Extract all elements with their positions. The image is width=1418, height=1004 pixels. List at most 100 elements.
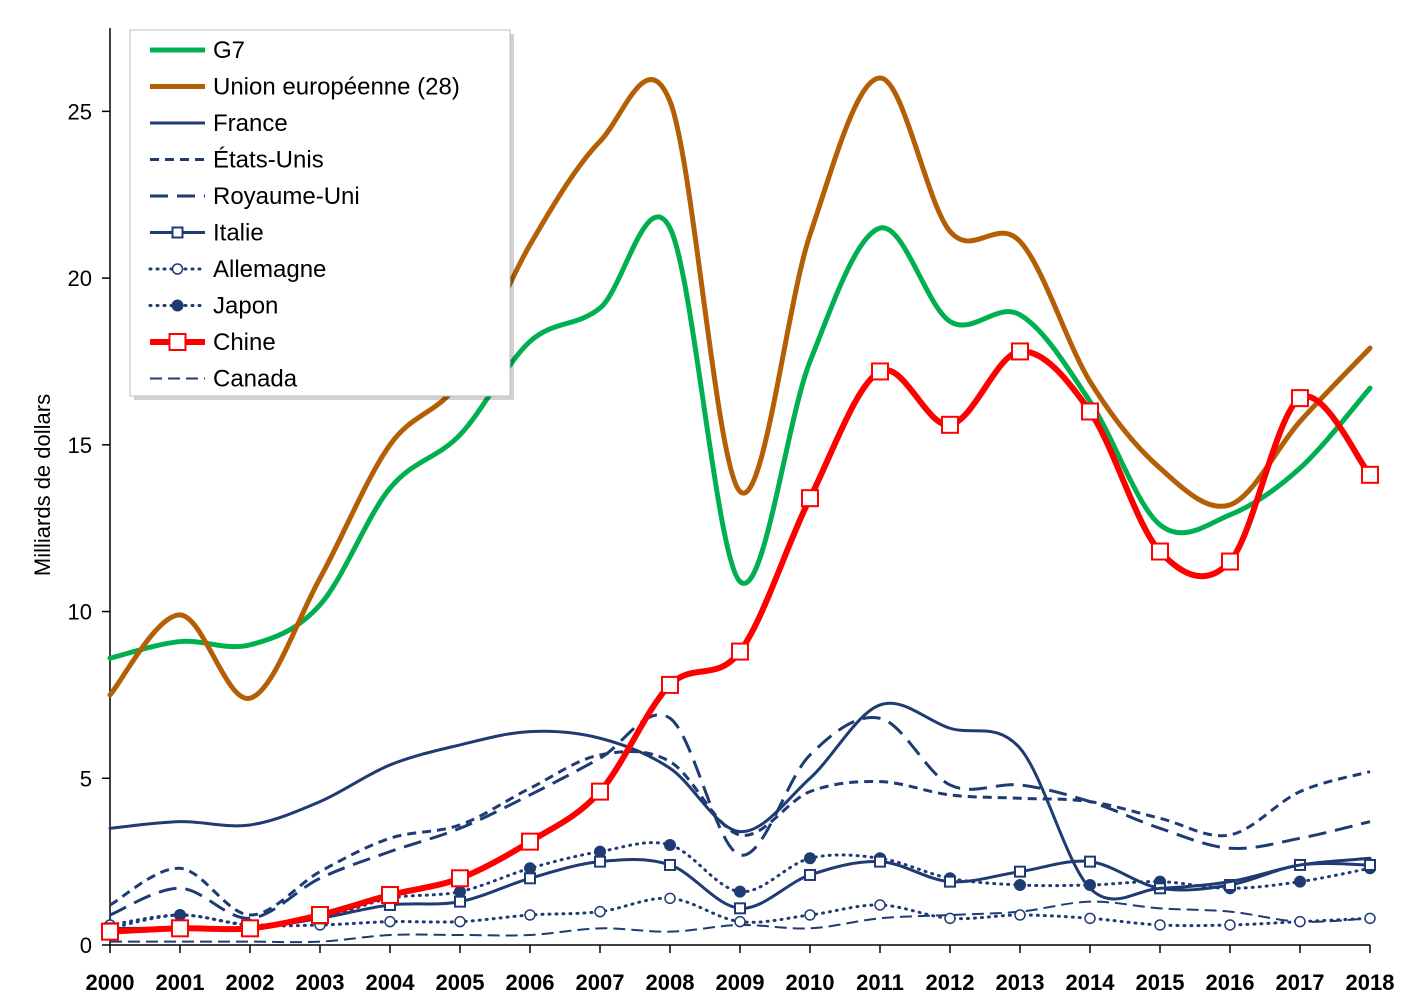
- y-axis-label: Milliards de dollars: [30, 394, 55, 576]
- legend-item: Royaume-Uni: [150, 183, 360, 210]
- data-point-italie: [1224, 878, 1236, 891]
- x-tick-label: 2006: [506, 970, 555, 995]
- legend-label: G7: [213, 37, 245, 64]
- series-etats-unis: [109, 749, 1371, 917]
- data-point-chine: [1291, 389, 1309, 408]
- data-point-chine: [381, 885, 399, 904]
- legend-label: États-Unis: [213, 147, 324, 174]
- data-point-allemagne: [594, 905, 606, 918]
- data-point-chine: [101, 922, 119, 941]
- data-point-chine: [941, 415, 959, 434]
- legend-marker: [168, 333, 187, 351]
- legend-marker: [171, 299, 184, 312]
- legend-item: France: [150, 110, 288, 137]
- legend-item: Italie: [150, 220, 264, 247]
- legend-label: Chine: [213, 329, 276, 356]
- x-tick-label: 2012: [926, 970, 975, 995]
- y-tick-label: 5: [80, 766, 92, 791]
- series-line-g7: [107, 214, 1373, 661]
- legend-item: Chine: [150, 329, 276, 356]
- data-point-allemagne: [1014, 909, 1026, 921]
- data-point-allemagne: [1224, 919, 1236, 931]
- series-line-japon: [108, 841, 1372, 930]
- data-point-japon: [1084, 878, 1096, 891]
- series-union-europeenne-28: [107, 75, 1373, 701]
- data-point-chine: [1361, 465, 1379, 484]
- series-chine: [101, 342, 1379, 941]
- data-point-chine: [731, 642, 749, 661]
- data-point-chine: [241, 919, 259, 938]
- series-france: [108, 701, 1372, 901]
- data-point-japon: [734, 885, 746, 898]
- data-point-japon: [804, 852, 816, 865]
- x-tick-label: 2003: [296, 970, 345, 995]
- legend-item: G7: [150, 37, 245, 64]
- x-tick-label: 2000: [86, 970, 135, 995]
- x-tick-label: 2007: [576, 970, 625, 995]
- series-line-etats-unis: [109, 749, 1371, 917]
- data-point-italie: [664, 858, 676, 871]
- x-tick-label: 2004: [366, 970, 416, 995]
- series-line-union-europeenne-28: [107, 75, 1373, 701]
- data-point-italie: [944, 875, 956, 888]
- x-tick-label: 2001: [156, 970, 205, 995]
- x-tick-label: 2015: [1136, 970, 1185, 995]
- data-point-chine: [311, 905, 329, 924]
- x-tick-label: 2017: [1276, 970, 1325, 995]
- x-tick-label: 2009: [716, 970, 765, 995]
- x-tick-label: 2018: [1346, 970, 1395, 995]
- data-point-allemagne: [1084, 912, 1096, 925]
- data-point-chine: [871, 362, 889, 381]
- legend-label: Union européenne (28): [213, 74, 460, 101]
- data-point-chine: [171, 919, 189, 938]
- data-point-italie: [524, 872, 536, 885]
- data-point-chine: [801, 489, 819, 508]
- series-line-france: [108, 701, 1372, 901]
- series-layer: [101, 75, 1379, 944]
- data-point-japon: [454, 885, 466, 898]
- series-line-chine: [107, 348, 1373, 935]
- data-point-allemagne: [664, 892, 676, 905]
- data-point-chine: [521, 832, 539, 851]
- data-point-japon: [524, 862, 536, 875]
- legend-label: Japon: [213, 293, 278, 320]
- legend-item: Japon: [148, 293, 278, 320]
- legend-item: Canada: [150, 366, 298, 393]
- y-tick-label: 15: [68, 433, 92, 458]
- data-point-japon: [1294, 875, 1306, 888]
- data-point-allemagne: [734, 915, 746, 928]
- data-point-italie: [1364, 858, 1376, 871]
- legend-item: Allemagne: [148, 256, 326, 283]
- legend-label: Italie: [213, 220, 264, 247]
- data-point-allemagne: [1364, 912, 1376, 925]
- y-tick-label: 10: [68, 600, 92, 625]
- legend-marker: [171, 226, 184, 239]
- data-point-allemagne: [874, 899, 886, 911]
- data-point-italie: [874, 855, 886, 868]
- series-g7: [107, 214, 1373, 661]
- x-tick-label: 2013: [996, 970, 1045, 995]
- legend-label: Canada: [213, 366, 298, 393]
- data-point-italie: [1014, 865, 1026, 878]
- data-point-allemagne: [944, 912, 956, 925]
- data-point-allemagne: [1154, 919, 1166, 931]
- data-point-chine: [1081, 402, 1099, 421]
- legend-item: États-Unis: [150, 147, 324, 174]
- legend-box: [129, 29, 511, 397]
- data-point-japon: [174, 908, 186, 921]
- data-point-japon: [1014, 878, 1026, 891]
- y-tick-label: 0: [80, 933, 92, 958]
- x-tick-label: 2010: [786, 970, 835, 995]
- data-point-japon: [664, 838, 676, 851]
- data-point-allemagne: [384, 915, 396, 928]
- x-tick-label: 2014: [1066, 970, 1116, 995]
- data-point-italie: [454, 895, 466, 908]
- data-point-chine: [661, 675, 679, 694]
- data-point-chine: [1151, 542, 1169, 561]
- legend-label: Royaume-Uni: [213, 183, 360, 210]
- y-tick-label: 25: [68, 99, 92, 124]
- data-point-italie: [1084, 855, 1096, 868]
- legend-label: France: [213, 110, 288, 137]
- data-point-allemagne: [804, 909, 816, 921]
